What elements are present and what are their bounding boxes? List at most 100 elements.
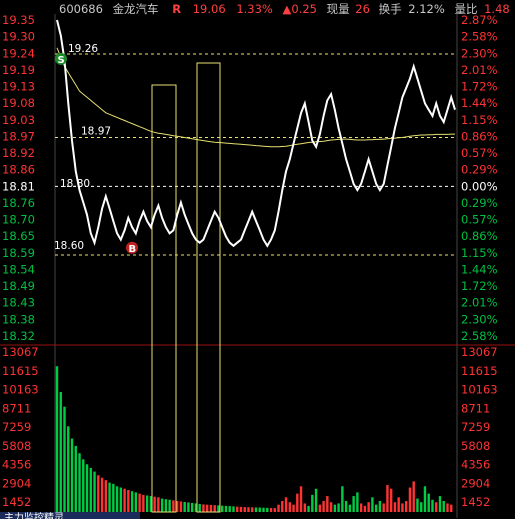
bottom-tab-bg	[0, 512, 140, 519]
volume-bar	[209, 504, 213, 512]
price-tick-label: 18.92	[2, 146, 35, 160]
volume-tick-label: 1452	[2, 495, 31, 509]
volume-bar	[190, 502, 194, 512]
volume-bar	[243, 507, 246, 512]
buy-marker-label: B	[129, 244, 137, 255]
volume-bar	[198, 503, 201, 512]
volume-bar	[213, 505, 216, 512]
volume-ratio-value: 1.48	[484, 2, 510, 16]
volume-bar	[127, 489, 130, 512]
volume-bar	[435, 502, 438, 512]
price-tick-label: 18.43	[2, 296, 35, 310]
volume-bar	[164, 499, 168, 512]
volume-bar	[142, 494, 145, 512]
volume-ratio-label: 量比	[454, 2, 478, 16]
price-tick-label: 18.70	[2, 213, 35, 227]
volume-bar	[247, 507, 250, 512]
percent-tick-label: 2.30%	[461, 46, 498, 60]
volume-bar	[337, 503, 340, 512]
volume-bar	[228, 506, 231, 512]
volume-bar	[397, 497, 400, 512]
volume-bar	[78, 453, 81, 512]
price-tick-label: 19.13	[2, 80, 35, 94]
volume-bar	[236, 506, 239, 512]
volume-bar	[438, 496, 442, 512]
volume-tick-label: 10163	[2, 383, 39, 397]
current-price: 19.06	[192, 2, 226, 16]
volume-bar	[160, 498, 164, 512]
volume-bar	[115, 486, 119, 512]
volume-bar	[232, 506, 235, 512]
volume-bar	[221, 505, 224, 512]
volume-bar	[119, 487, 123, 512]
percent-tick-label: 2.01%	[461, 63, 498, 77]
volume-bar	[299, 486, 303, 512]
volume-bar	[412, 481, 415, 512]
volume-bar	[273, 508, 276, 512]
volume-bar	[344, 500, 348, 512]
stock-code: 600686	[59, 2, 103, 16]
price-tick-label: 18.81	[2, 179, 35, 193]
volume-tick-label: 11615	[2, 364, 39, 378]
volume-bar	[393, 502, 397, 512]
turnover-label: 换手	[378, 2, 402, 16]
volume-tick-label-right: 10163	[461, 383, 498, 397]
volume-bar	[352, 496, 355, 512]
volume-bar	[82, 459, 85, 512]
volume-bar	[420, 502, 423, 512]
volume-bar	[450, 504, 453, 512]
percent-tick-label: 1.72%	[461, 279, 498, 293]
volume-bar	[100, 477, 104, 512]
percent-tick-label: 2.58%	[461, 329, 498, 343]
low-price-label: 18.60	[54, 240, 84, 252]
volume-bar	[423, 486, 427, 512]
volume-tick-label: 8711	[2, 401, 31, 415]
chart-annotations: 19.26 18.97 18.80 18.60 S B	[54, 43, 138, 255]
bottom-tab[interactable]: 主力监控精灵	[0, 511, 140, 519]
percent-tick-label: 2.30%	[461, 312, 498, 326]
price-tick-label: 18.54	[2, 262, 35, 276]
volume-bar	[341, 486, 344, 512]
price-tick-label: 18.86	[2, 163, 35, 177]
volume-bar	[314, 488, 318, 512]
volume-bar	[382, 503, 385, 512]
volume-bar	[386, 485, 389, 512]
percent-tick-label: 0.00%	[461, 179, 498, 193]
volume-bar	[277, 504, 280, 512]
volume-bar	[329, 502, 333, 512]
percent-axis-right: 2.87% 2.58% 2.30% 2.01% 1.72% 1.44% 1.15% 0.86%…	[461, 13, 498, 343]
sell-marker-label: S	[58, 55, 65, 66]
price-tick-label: 18.38	[2, 312, 35, 326]
volume-bar	[378, 500, 382, 512]
bottom-tab-label[interactable]: 主力监控精灵	[4, 511, 64, 519]
percent-tick-label: 1.44%	[461, 96, 498, 110]
volume-tick-label-right: 5808	[461, 439, 490, 453]
change-amount: ▲0.25	[282, 2, 317, 16]
volume-bar	[281, 500, 284, 512]
volume-bar	[401, 503, 404, 512]
volume-bar	[172, 500, 175, 512]
volume-tick-label: 5808	[2, 439, 31, 453]
price-lines	[56, 19, 456, 248]
percent-tick-label: 2.87%	[461, 13, 498, 27]
volume-bar	[59, 392, 62, 512]
volume-bar	[55, 366, 59, 512]
volume-bar	[112, 483, 115, 512]
percent-tick-label: 2.58%	[461, 30, 498, 44]
volume-bar	[266, 507, 269, 512]
volume-bar	[322, 500, 325, 512]
percent-tick-label: 1.15%	[461, 113, 498, 127]
percent-tick-label: 2.01%	[461, 296, 498, 310]
highlight-box	[196, 62, 221, 513]
percent-tick-label: 0.29%	[461, 163, 498, 177]
volume-bar	[333, 504, 337, 512]
volume-bar	[262, 507, 265, 512]
volume-bar	[367, 502, 370, 512]
volume-tick-label: 2904	[2, 476, 31, 490]
volume-tick-label: 7259	[2, 420, 31, 434]
volume-bar	[63, 406, 66, 512]
price-tick-label: 18.97	[2, 129, 35, 143]
volume-bar	[187, 502, 190, 512]
volume-bar	[224, 505, 228, 512]
